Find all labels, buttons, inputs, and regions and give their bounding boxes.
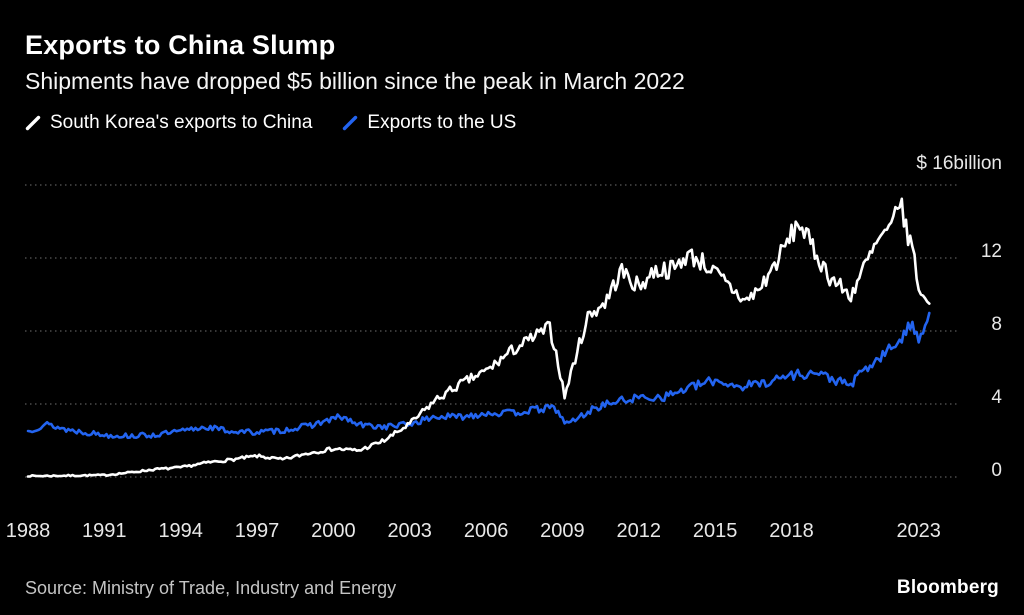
series-line-us (26, 311, 931, 440)
y-axis-label: $ 16billion (916, 153, 1002, 174)
legend-item-china: South Korea's exports to China (25, 112, 312, 134)
y-axis-label: 0 (991, 460, 1002, 481)
us-line-swatch-stroke (343, 115, 358, 131)
us-line-swatch-icon (343, 115, 358, 131)
legend: South Korea's exports to China Exports t… (25, 112, 999, 134)
chart-area: $ 16billion 12 8 4 0 1988 1991 1994 1997 2000 200… (0, 148, 1024, 555)
y-axis-label: 4 (991, 387, 1002, 408)
x-axis-label: 2009 (540, 520, 585, 542)
x-axis-label: 2015 (692, 520, 738, 542)
chart-subtitle: Shipments have dropped $5 billion since … (25, 68, 685, 94)
x-axis-label: 2006 (463, 520, 509, 542)
legend-label-us: Exports to the US (367, 112, 517, 133)
bloomberg-logo: Bloomberg (896, 577, 999, 598)
x-axis-label: 2023 (896, 520, 941, 542)
chart-title: Exports to China Slump (25, 30, 336, 60)
x-axis-label: 1997 (234, 520, 280, 542)
china-line-swatch-stroke (25, 115, 41, 131)
series-line-china (26, 197, 931, 478)
x-axis-label: 1988 (5, 520, 51, 542)
x-axis-label: 1991 (82, 520, 127, 542)
chart-plot (25, 184, 958, 478)
x-axis-label: 1994 (158, 520, 203, 542)
y-axis-label: 12 (980, 241, 1002, 262)
source-note: Source: Ministry of Trade, Industry and … (25, 578, 397, 598)
chart-header: Exports to China Slump Shipments have dr… (25, 30, 999, 134)
y-axis-label: 8 (991, 314, 1002, 335)
legend-label-china: South Korea's exports to China (50, 112, 313, 133)
x-axis-label: 2003 (387, 520, 432, 542)
chart-footer: Source: Ministry of Trade, Industry and … (25, 577, 999, 599)
x-axis-label: 2018 (769, 520, 814, 542)
x-axis-label: 2012 (616, 520, 662, 542)
legend-item-us: Exports to the US (342, 112, 516, 134)
china-line-swatch-icon (25, 115, 41, 131)
x-axis-label: 2000 (311, 520, 356, 542)
